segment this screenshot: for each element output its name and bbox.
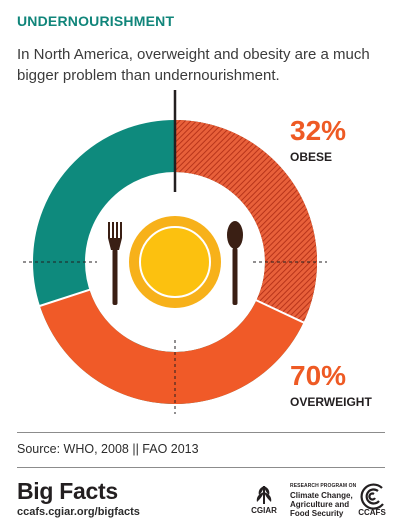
spoon-handle [232,248,238,305]
program-line-2: Agriculture and [290,500,350,509]
ccafs-label: CCAFS [358,508,386,517]
spoon-bowl [227,221,243,249]
page-subtitle: In North America, overweight and obesity… [17,46,370,84]
brand-url[interactable]: ccafs.cgiar.org/bigfacts [17,506,140,518]
program-line-3: Food Security [290,509,344,518]
annotation-value-overweight: 70% [290,360,346,391]
program-name: RESEARCH PROGRAM ON Climate Change, Agri… [290,482,360,518]
program-small-label: RESEARCH PROGRAM ON [290,483,357,489]
fork-head [108,238,122,250]
donut-divider-1 [254,298,306,325]
program-line-1: Climate Change, [290,491,353,500]
cgiar-label: CGIAR [251,506,277,515]
source-note: Source: WHO, 2008 || FAO 2013 [17,442,199,456]
fork-tine-0 [108,222,110,238]
ccafs-logo-icon [360,483,384,510]
separator-line [17,432,385,433]
cgiar-logo-icon [256,486,272,504]
plate-ring [139,226,211,298]
fork-tine-1 [112,222,114,238]
fork-tine-2 [116,222,118,238]
annotation-label-overweight: OVERWEIGHT [290,395,372,409]
fork-tine-3 [120,222,122,238]
brand-title: Big Facts [17,478,118,504]
plate-center [140,227,210,297]
donut-segment-obese [175,120,317,323]
donut-divider-2 [37,288,92,308]
separator-line [17,467,385,468]
donut-chart: 32% OBESE 70% OVERWEIGHT [23,90,372,414]
annotation-label-obese: OBESE [290,150,332,164]
fork-handle [112,249,118,305]
annotation-value-obese: 32% [290,115,346,146]
page-title: UNDERNOURISHMENT [17,13,175,29]
